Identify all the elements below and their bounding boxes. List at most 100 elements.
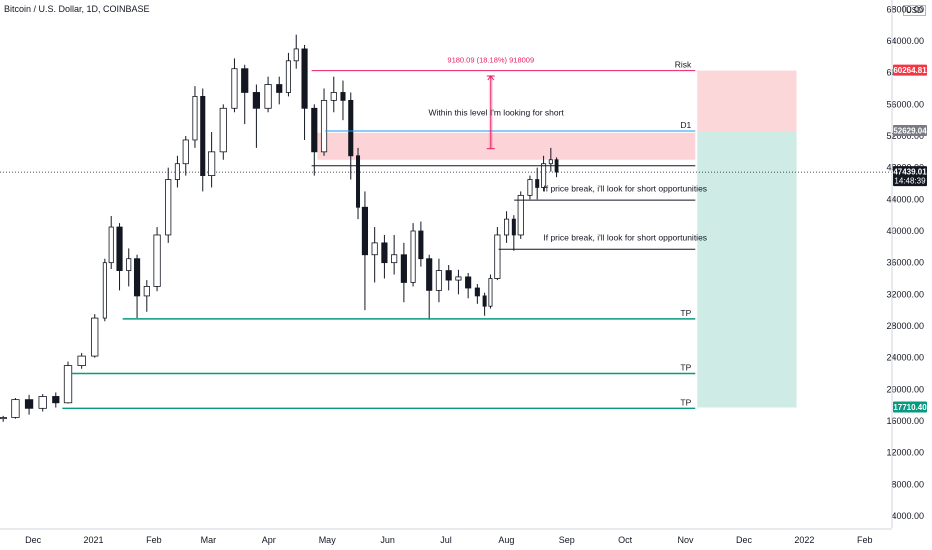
candle bbox=[192, 86, 198, 148]
candle bbox=[511, 215, 516, 251]
candle-body bbox=[320, 99, 328, 153]
candle bbox=[391, 234, 398, 275]
x-tick-label: Feb bbox=[857, 535, 873, 545]
candle bbox=[77, 352, 86, 369]
candle-body bbox=[311, 107, 318, 153]
candle bbox=[535, 167, 540, 200]
countdown-label: 14:48:39 bbox=[894, 177, 926, 186]
price-marker-label: 47439.01 bbox=[893, 168, 927, 177]
price-marker-badge[interactable] bbox=[893, 125, 927, 137]
candle-body bbox=[527, 179, 533, 196]
stop-zone-box[interactable] bbox=[697, 70, 797, 132]
target-zone-box[interactable] bbox=[697, 131, 797, 408]
candle-body bbox=[488, 278, 493, 307]
candle bbox=[435, 258, 443, 303]
y-tick-label: 24000.00 bbox=[886, 353, 924, 363]
candle-body bbox=[465, 276, 472, 289]
candle bbox=[301, 44, 308, 140]
price-marker-badge[interactable] bbox=[893, 64, 927, 76]
candle bbox=[24, 394, 34, 415]
candle-body bbox=[482, 295, 487, 307]
candle bbox=[494, 227, 501, 281]
candle-body bbox=[455, 276, 462, 281]
candle-body bbox=[11, 399, 20, 418]
candle-body bbox=[356, 155, 361, 208]
level-label: D1 bbox=[680, 120, 691, 130]
candle bbox=[410, 223, 416, 287]
candle-body bbox=[535, 179, 540, 188]
price-marker-badge[interactable] bbox=[893, 166, 927, 187]
candle-body bbox=[165, 179, 172, 236]
candle-body bbox=[219, 107, 227, 153]
candle-body bbox=[391, 254, 398, 264]
candle bbox=[381, 234, 388, 279]
annotation-text[interactable]: Within this level I'm looking for short bbox=[428, 108, 564, 118]
candle bbox=[554, 157, 559, 178]
x-tick-label: Feb bbox=[146, 535, 162, 545]
candle-body bbox=[361, 206, 369, 256]
candle bbox=[340, 80, 346, 121]
candle bbox=[52, 392, 60, 408]
y-tick-label: 20000.00 bbox=[886, 384, 924, 394]
candle-body bbox=[116, 226, 123, 271]
y-tick-label: 44000.00 bbox=[886, 194, 924, 204]
y-tick-label: 32000.00 bbox=[886, 289, 924, 299]
candle bbox=[455, 269, 462, 295]
candle bbox=[38, 394, 47, 412]
candle-body bbox=[63, 365, 73, 404]
candle-body bbox=[418, 230, 424, 260]
price-marker-label: 52629.04 bbox=[893, 127, 927, 136]
candle bbox=[133, 254, 141, 319]
candle-body bbox=[435, 270, 443, 291]
candle-body bbox=[77, 355, 86, 366]
candle-body bbox=[207, 151, 216, 176]
y-tick-label: 68000.00 bbox=[886, 4, 924, 14]
candle bbox=[91, 314, 99, 358]
annotation-text[interactable]: If price break, i'll look for short oppo… bbox=[543, 184, 707, 194]
short-zone-rect[interactable] bbox=[317, 132, 696, 160]
candle-body bbox=[126, 258, 132, 271]
candle bbox=[102, 258, 107, 322]
candle bbox=[200, 88, 206, 192]
candle bbox=[426, 254, 433, 320]
price-marker-label: 60264.81 bbox=[893, 66, 927, 75]
candle bbox=[126, 248, 132, 287]
candle-body bbox=[381, 242, 388, 264]
candle bbox=[143, 280, 150, 312]
candle bbox=[285, 52, 291, 97]
currency-badge[interactable]: USD bbox=[903, 5, 926, 16]
y-tick-label: 4000.00 bbox=[891, 511, 924, 521]
level-label: TP bbox=[680, 397, 691, 407]
candle bbox=[474, 284, 480, 304]
candle bbox=[174, 155, 180, 188]
candle bbox=[108, 215, 114, 269]
candle-body bbox=[371, 242, 378, 256]
arrow-up-icon bbox=[487, 75, 495, 81]
y-tick-label: 40000.00 bbox=[886, 226, 924, 236]
candle bbox=[361, 191, 369, 311]
candle bbox=[348, 92, 354, 180]
candle bbox=[548, 147, 553, 172]
drawings-layer[interactable]: Risk D1 TP TP TP 9180.09 (18.18%) 918009 Withi… bbox=[62, 56, 707, 410]
candle bbox=[311, 104, 318, 176]
y-tick-label: 28000.00 bbox=[886, 321, 924, 331]
candle-body bbox=[108, 226, 114, 264]
annotation-text[interactable]: If price break, i'll look for short oppo… bbox=[543, 233, 707, 243]
candle bbox=[252, 84, 261, 148]
candle-body bbox=[511, 218, 516, 236]
candle-body bbox=[517, 194, 524, 236]
background-layer bbox=[0, 70, 892, 408]
y-tick-label: 36000.00 bbox=[886, 258, 924, 268]
candle-body bbox=[143, 286, 150, 297]
x-tick-label: Nov bbox=[678, 535, 695, 545]
candle bbox=[241, 64, 249, 125]
candle bbox=[445, 265, 452, 291]
candle bbox=[116, 223, 123, 291]
x-tick-label: 2021 bbox=[83, 535, 103, 545]
candle bbox=[400, 242, 407, 303]
price-marker-badge[interactable] bbox=[893, 401, 927, 413]
candle-body bbox=[494, 234, 501, 279]
candle bbox=[371, 227, 378, 283]
y-tick-label: 56000.00 bbox=[886, 99, 924, 109]
